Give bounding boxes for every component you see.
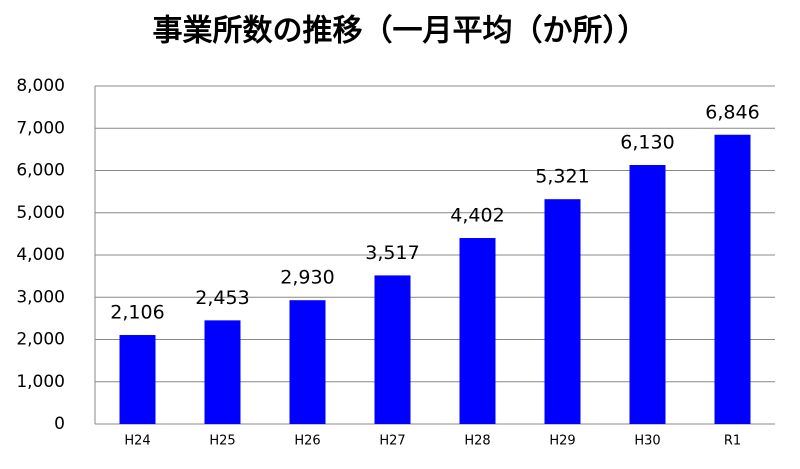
bar <box>289 300 326 424</box>
value-label: 4,402 <box>450 205 504 227</box>
bar <box>714 134 751 424</box>
x-tick-label: H26 <box>294 434 320 449</box>
y-tick-label: 2,000 <box>16 330 65 350</box>
y-tick-label: 7,000 <box>16 118 65 138</box>
chart-title: 事業所数の推移（一月平均（か所）） <box>153 14 648 49</box>
value-label: 6,130 <box>620 132 674 154</box>
y-tick-label: 1,000 <box>16 372 65 392</box>
x-tick-label: H25 <box>209 434 235 449</box>
bar <box>204 320 241 424</box>
y-tick-label: 8,000 <box>16 76 65 96</box>
value-label: 2,106 <box>110 302 164 324</box>
bar <box>544 199 581 424</box>
value-label: 3,517 <box>365 242 419 264</box>
y-tick-label: 6,000 <box>16 161 65 181</box>
bar <box>459 238 496 424</box>
bar <box>119 335 156 424</box>
y-tick-label: 3,000 <box>16 287 65 307</box>
y-tick-label: 0 <box>54 414 65 434</box>
value-label: 6,846 <box>705 101 759 123</box>
y-tick-label: 5,000 <box>16 203 65 223</box>
value-label: 5,321 <box>535 166 589 188</box>
bar <box>374 275 411 424</box>
bar <box>629 165 666 424</box>
x-tick-label: H30 <box>634 434 660 449</box>
x-tick-label: R1 <box>724 434 741 449</box>
value-label: 2,930 <box>280 267 334 289</box>
x-tick-label: H29 <box>549 434 575 449</box>
x-tick-label: H24 <box>124 434 150 449</box>
x-tick-label: H27 <box>379 434 405 449</box>
x-tick-label: H28 <box>464 434 490 449</box>
value-label: 2,453 <box>195 287 249 309</box>
y-tick-label: 4,000 <box>16 245 65 265</box>
